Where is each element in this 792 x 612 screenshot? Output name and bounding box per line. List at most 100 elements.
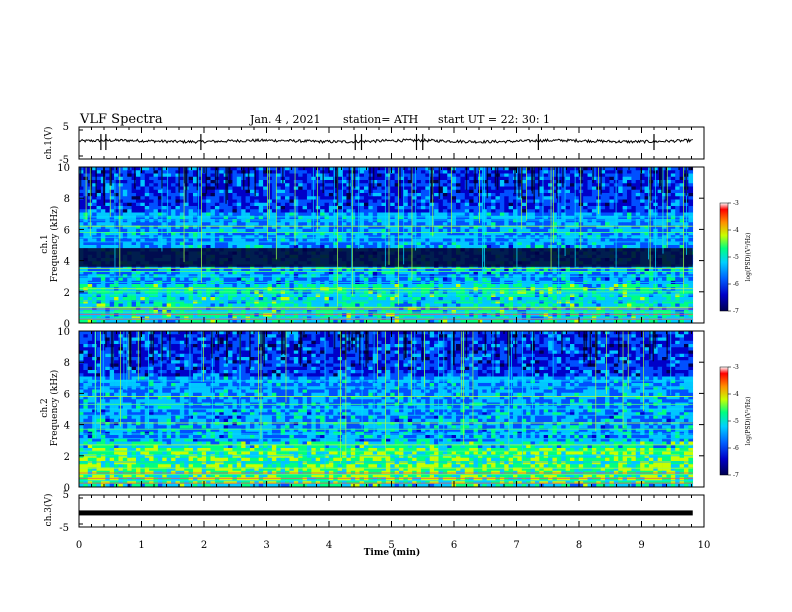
spectrogram-cell <box>337 222 343 226</box>
spectrogram-cell <box>328 167 334 171</box>
spectrogram-cell <box>263 232 268 236</box>
spectrogram-cell <box>679 212 685 217</box>
spectrogram-cell <box>105 189 110 194</box>
spectrogram-cell <box>315 193 321 197</box>
spectrogram-cell <box>175 206 181 210</box>
spectrogram-cell <box>657 196 663 200</box>
spectrogram-cell <box>460 219 466 223</box>
spectrogram-cell <box>105 199 110 204</box>
spectrogram-cell <box>442 176 448 181</box>
spectrogram-cell <box>280 241 286 246</box>
spectrogram-cell <box>140 167 146 171</box>
spectrogram-cell <box>407 228 413 233</box>
spectrogram-cell <box>127 183 132 187</box>
spectrogram-cell <box>504 193 509 197</box>
spectrogram-cell <box>166 225 172 230</box>
spectrogram-cell <box>587 170 593 174</box>
spectrogram-cell <box>526 238 531 243</box>
spectrogram-cell <box>311 271 317 275</box>
spectrogram-cell <box>285 202 290 207</box>
spectrogram-cell <box>517 212 523 217</box>
spectrogram-cell <box>491 219 496 223</box>
spectrogram-cell <box>228 222 233 226</box>
spectrogram-cell <box>342 219 347 223</box>
spectrogram-cell <box>675 167 680 171</box>
spectrogram-cell <box>416 238 422 243</box>
spectrogram-cell <box>105 267 110 272</box>
spectrogram-cell <box>179 212 185 217</box>
spectrogram-cell <box>324 167 330 171</box>
spectrogram-cell <box>570 271 575 275</box>
spectrogram-cell <box>153 170 159 174</box>
spectrogram-cell <box>372 267 378 272</box>
spectrogram-cell <box>228 186 233 191</box>
spectrogram-cell <box>153 219 159 223</box>
spectrogram-cell <box>657 225 663 230</box>
spectrogram-cell <box>306 267 312 272</box>
spectrogram-cell <box>166 196 172 200</box>
spectrogram-cell <box>381 238 387 243</box>
spectrogram-cell <box>539 271 544 275</box>
spectrogram-cell <box>662 209 667 213</box>
spectrogram-cell <box>412 202 417 207</box>
spectrogram-cell <box>105 193 110 197</box>
spectrogram-cell <box>214 277 220 282</box>
spectrogram-cell <box>552 189 558 194</box>
spectrogram-cell <box>574 167 580 171</box>
spectrogram-cell <box>324 202 330 207</box>
spectrogram-cell <box>153 277 159 282</box>
spectrogram-cell <box>140 193 146 197</box>
spectrogram-cell <box>688 271 694 275</box>
spectrogram-cell <box>114 232 119 236</box>
spectrogram-cell <box>162 186 167 191</box>
spectrogram-cell <box>570 212 575 217</box>
spectrogram-cell <box>368 271 374 275</box>
spectrogram-cell <box>491 183 496 187</box>
spectrogram-cell <box>249 176 255 181</box>
spectrogram-cell <box>486 176 492 181</box>
spectrogram-cell <box>425 277 431 282</box>
spectrogram-cell <box>552 167 558 171</box>
spectrogram-cell <box>381 176 387 181</box>
spectrogram-cell <box>79 212 84 217</box>
spectrogram-cell <box>280 215 286 220</box>
spectrogram-cell <box>675 232 680 236</box>
spectrogram-cell <box>302 202 308 207</box>
spectrogram-cell <box>192 219 198 223</box>
spectrogram-cell <box>648 267 654 272</box>
spectrogram-cell <box>460 277 466 282</box>
spectrogram-cell <box>574 241 580 246</box>
spectrogram-cell <box>368 209 374 213</box>
spectrogram-cell <box>315 271 321 275</box>
spectrogram-cell <box>144 232 150 236</box>
spectrogram-cell <box>385 245 391 249</box>
spectrogram-cell <box>429 277 435 282</box>
spectrogram-cell <box>210 196 216 200</box>
spectrogram-cell <box>662 167 667 171</box>
spectrogram-cell <box>254 245 260 249</box>
spectrogram-cell <box>188 196 194 200</box>
spectrogram-cell <box>473 189 479 194</box>
spectrogram-cell <box>100 222 106 226</box>
spectrogram-cell <box>267 206 273 210</box>
spectrogram-cell <box>543 271 549 275</box>
spectrogram-cell <box>657 206 663 210</box>
spectrogram-cell <box>460 167 466 171</box>
spectrogram-cell <box>355 206 360 210</box>
spectrogram-cell <box>513 202 518 207</box>
spectrogram-cell <box>486 212 492 217</box>
spectrogram-cell <box>100 228 106 233</box>
spectrogram-cell <box>543 180 549 184</box>
spectrogram-cell <box>285 212 290 217</box>
spectrogram-cell <box>276 215 281 220</box>
spectrogram-cell <box>412 209 417 213</box>
spectrogram-cell <box>298 186 303 191</box>
spectrogram-cell <box>570 196 575 200</box>
spectrogram-cell <box>644 170 650 174</box>
spectrogram-cell <box>499 222 505 226</box>
spectrogram-cell <box>140 219 146 223</box>
spectrogram-cell <box>521 271 527 275</box>
spectrogram-cell <box>114 225 119 230</box>
spectrogram-cell <box>556 180 562 184</box>
